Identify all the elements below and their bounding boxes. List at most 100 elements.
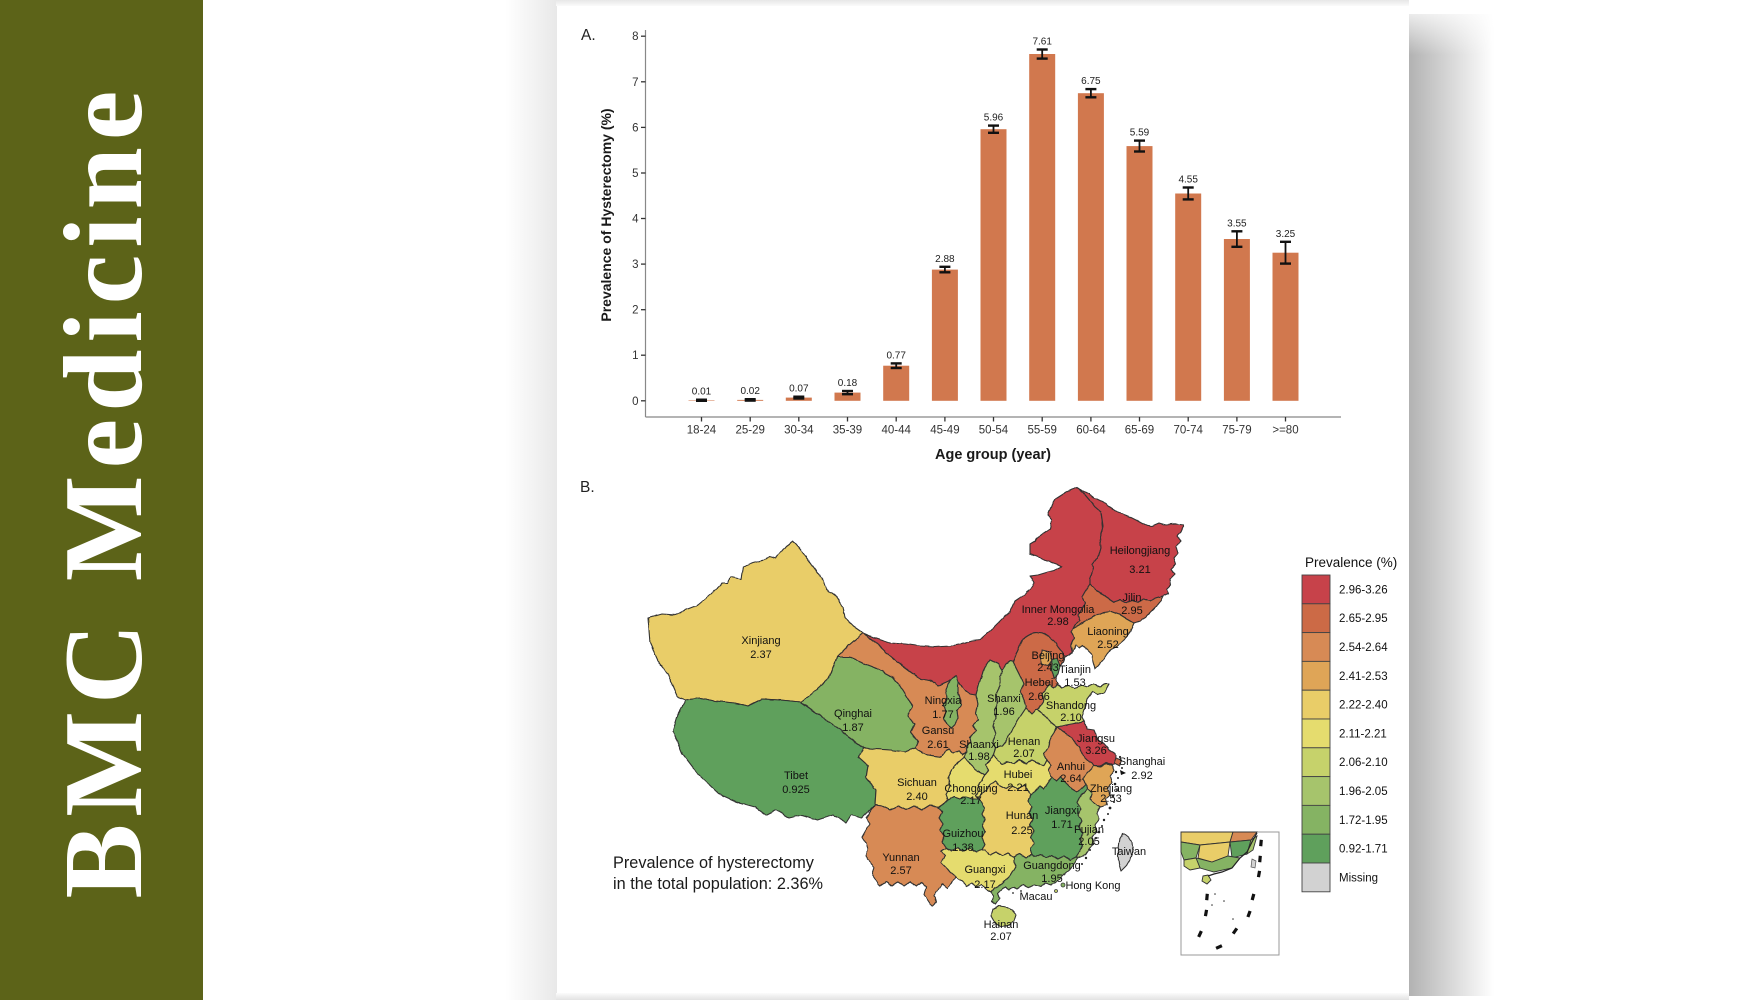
svg-text:Xinjiang: Xinjiang	[741, 635, 780, 647]
svg-text:1.98: 1.98	[968, 751, 989, 763]
svg-text:2.21: 2.21	[1007, 782, 1028, 794]
svg-text:1: 1	[632, 350, 638, 362]
svg-text:1.87: 1.87	[842, 722, 863, 734]
svg-text:Anhui: Anhui	[1057, 761, 1085, 773]
svg-text:Sichuan: Sichuan	[897, 777, 937, 789]
svg-text:7: 7	[632, 77, 638, 89]
svg-text:Shanxi: Shanxi	[987, 693, 1021, 705]
svg-text:0.01: 0.01	[692, 387, 712, 398]
svg-text:2.41-2.53: 2.41-2.53	[1339, 671, 1388, 683]
svg-text:1.96: 1.96	[993, 706, 1014, 718]
svg-text:2.43: 2.43	[1037, 662, 1058, 674]
svg-text:1.77: 1.77	[932, 709, 953, 721]
svg-text:Tibet: Tibet	[784, 770, 808, 782]
svg-text:2.53: 2.53	[1100, 793, 1121, 805]
svg-text:1.38: 1.38	[952, 842, 973, 854]
svg-text:25-29: 25-29	[735, 425, 764, 437]
svg-text:Jiangsu: Jiangsu	[1077, 733, 1115, 745]
svg-text:Guangdong: Guangdong	[1023, 860, 1081, 872]
svg-text:Hainan: Hainan	[984, 919, 1019, 931]
svg-text:Fujian: Fujian	[1074, 824, 1104, 836]
svg-text:Hong Kong: Hong Kong	[1065, 880, 1120, 892]
svg-text:75-79: 75-79	[1222, 425, 1251, 437]
svg-text:Jiangxi: Jiangxi	[1045, 805, 1079, 817]
svg-text:Shanghai: Shanghai	[1119, 756, 1166, 768]
svg-text:2.54-2.64: 2.54-2.64	[1339, 642, 1388, 654]
svg-text:1.72-1.95: 1.72-1.95	[1339, 815, 1388, 827]
svg-text:Guangxi: Guangxi	[965, 864, 1006, 876]
svg-text:2.88: 2.88	[935, 254, 955, 265]
svg-text:2.57: 2.57	[890, 865, 911, 877]
svg-text:6: 6	[632, 122, 638, 134]
svg-text:4: 4	[632, 214, 639, 226]
svg-text:0.07: 0.07	[789, 384, 809, 395]
svg-text:Missing: Missing	[1339, 872, 1378, 884]
svg-text:2.64: 2.64	[1060, 773, 1081, 785]
svg-text:3.25: 3.25	[1276, 229, 1296, 240]
svg-text:Inner Mongolia: Inner Mongolia	[1022, 604, 1096, 616]
svg-text:2.92: 2.92	[1131, 770, 1152, 782]
svg-text:2.40: 2.40	[906, 791, 927, 803]
svg-text:2.17: 2.17	[960, 795, 981, 807]
svg-text:Prevalence of Hysterectomy (%): Prevalence of Hysterectomy (%)	[598, 108, 614, 321]
svg-text:3.26: 3.26	[1085, 745, 1106, 757]
svg-text:in the total population: 2.36%: in the total population: 2.36%	[613, 875, 823, 893]
svg-text:2.07: 2.07	[1013, 748, 1034, 760]
svg-text:0.77: 0.77	[886, 350, 906, 361]
svg-text:5: 5	[632, 168, 638, 180]
svg-text:2: 2	[632, 305, 638, 317]
svg-text:35-39: 35-39	[833, 425, 862, 437]
svg-text:Henan: Henan	[1008, 736, 1040, 748]
svg-text:2.65-2.95: 2.65-2.95	[1339, 613, 1388, 625]
svg-text:1.71: 1.71	[1051, 819, 1072, 831]
svg-text:3.55: 3.55	[1227, 218, 1247, 229]
svg-text:45-49: 45-49	[930, 425, 959, 437]
svg-text:2.95: 2.95	[1121, 605, 1142, 617]
svg-text:18-24: 18-24	[687, 425, 717, 437]
svg-text:0.02: 0.02	[740, 386, 760, 397]
svg-text:2.25: 2.25	[1011, 825, 1032, 837]
svg-text:5.59: 5.59	[1130, 128, 1150, 139]
svg-text:0.92-1.71: 0.92-1.71	[1339, 844, 1388, 856]
svg-text:Liaoning: Liaoning	[1087, 626, 1129, 638]
svg-text:Beijing: Beijing	[1031, 650, 1064, 662]
svg-text:2.10: 2.10	[1060, 712, 1081, 724]
svg-text:Hunan: Hunan	[1006, 810, 1038, 822]
svg-text:Hebei: Hebei	[1025, 677, 1054, 689]
svg-text:B.: B.	[580, 479, 595, 496]
svg-text:Prevalence (%): Prevalence (%)	[1305, 555, 1397, 570]
svg-text:55-59: 55-59	[1027, 425, 1056, 437]
svg-text:2.06-2.10: 2.06-2.10	[1339, 757, 1388, 769]
svg-text:A.: A.	[581, 27, 596, 44]
svg-text:Qinghai: Qinghai	[834, 708, 872, 720]
svg-text:Yunnan: Yunnan	[882, 852, 919, 864]
svg-text:Shandong: Shandong	[1046, 700, 1096, 712]
svg-text:2.17: 2.17	[974, 879, 995, 891]
svg-text:Gansu: Gansu	[922, 725, 954, 737]
svg-text:4.55: 4.55	[1178, 175, 1198, 186]
svg-text:5.96: 5.96	[984, 113, 1004, 124]
svg-text:1.95: 1.95	[1041, 873, 1062, 885]
svg-text:Guizhou: Guizhou	[943, 828, 984, 840]
svg-text:6.75: 6.75	[1081, 76, 1101, 87]
svg-text:2.52: 2.52	[1097, 639, 1118, 651]
svg-text:8: 8	[632, 31, 638, 43]
svg-text:Heilongjiang: Heilongjiang	[1110, 545, 1171, 557]
svg-text:40-44: 40-44	[881, 425, 911, 437]
svg-text:Ningxia: Ningxia	[925, 695, 963, 707]
svg-text:0.18: 0.18	[838, 378, 858, 389]
svg-text:60-64: 60-64	[1076, 425, 1106, 437]
svg-text:Prevalence of hysterectomy: Prevalence of hysterectomy	[613, 854, 815, 872]
svg-text:2.07: 2.07	[990, 931, 1011, 943]
svg-text:2.05: 2.05	[1078, 836, 1099, 848]
svg-text:Jilin: Jilin	[1123, 592, 1142, 604]
svg-text:2.61: 2.61	[927, 739, 948, 751]
svg-text:0.925: 0.925	[782, 784, 810, 796]
svg-text:Hubei: Hubei	[1004, 769, 1033, 781]
svg-text:Zhejiang: Zhejiang	[1090, 783, 1132, 795]
svg-text:3: 3	[632, 259, 638, 271]
svg-text:3.21: 3.21	[1129, 564, 1150, 576]
svg-text:2.98: 2.98	[1047, 616, 1068, 628]
svg-text:7.61: 7.61	[1032, 37, 1052, 48]
svg-text:30-34: 30-34	[784, 425, 814, 437]
